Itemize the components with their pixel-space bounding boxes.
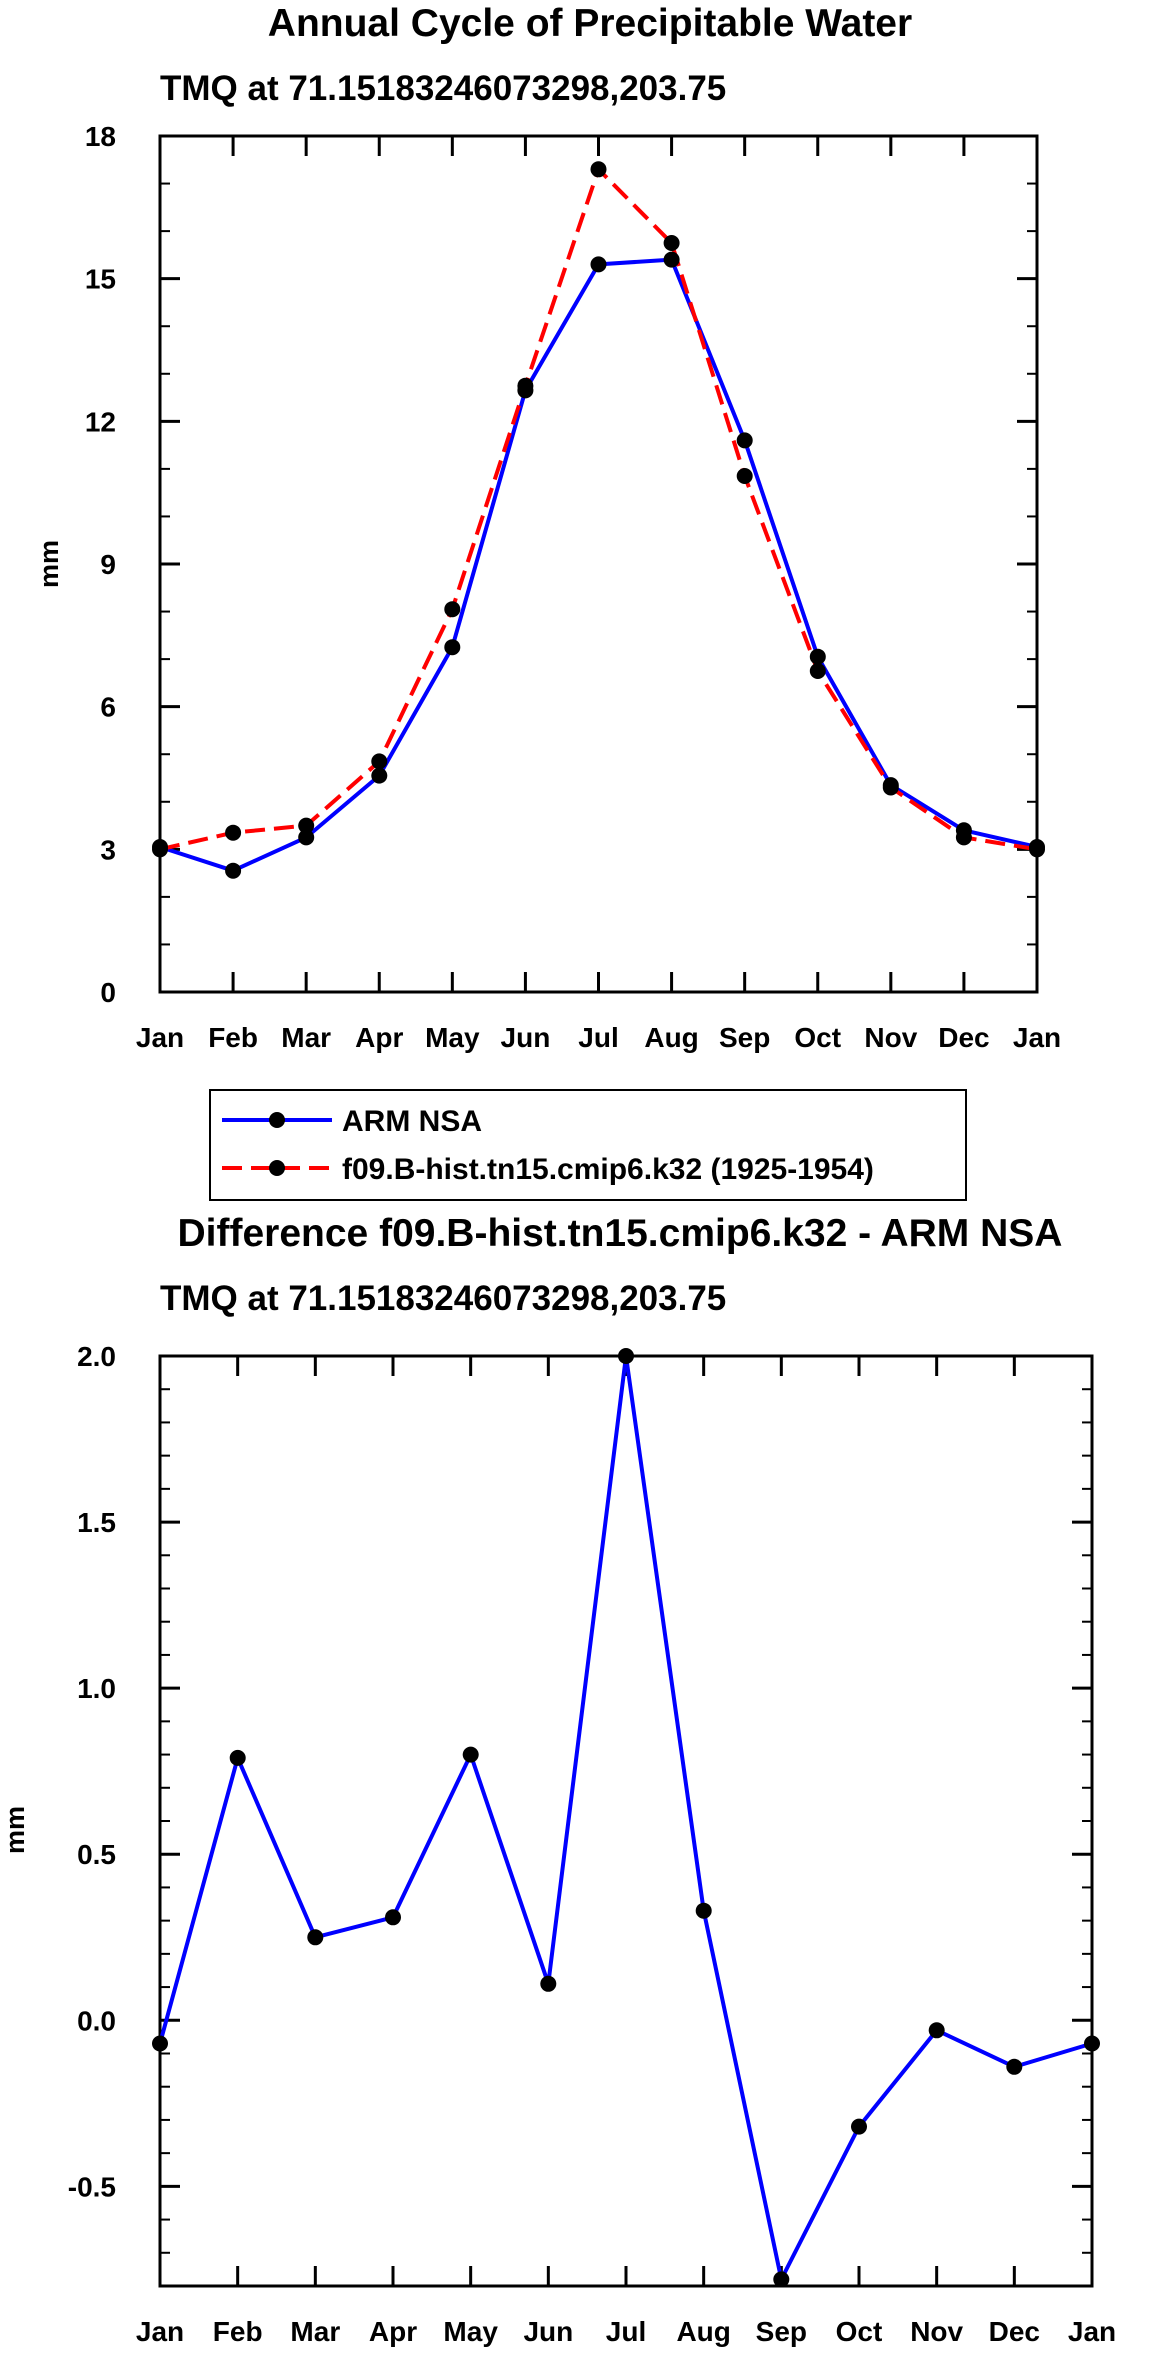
- top-chart-title: Annual Cycle of Precipitable Water: [268, 2, 912, 45]
- difference-chart-series-0-point: [851, 2118, 867, 2135]
- top-chart-series-1-point: [882, 779, 899, 796]
- difference-chart-xtick-label: Jul: [606, 2316, 646, 2347]
- difference-chart-xtick-label: May: [443, 2316, 498, 2347]
- top-chart-series-1-point: [517, 377, 534, 394]
- top-chart-xtick-label: Nov: [864, 1022, 917, 1053]
- top-chart-series-line-0: [159, 257, 1038, 873]
- top-chart-series-1-point: [444, 601, 461, 618]
- difference-chart-xtick-label: Feb: [213, 2316, 263, 2347]
- difference-chart-series-0-point: [152, 2035, 168, 2052]
- difference-chart-subtitle: TMQ at 71.15183246073298,203.75: [160, 1279, 726, 1318]
- difference-chart-series-0-point: [1006, 2058, 1023, 2075]
- top-chart-ytick-label: 15: [85, 264, 116, 295]
- legend-marker-arm-nsa: [269, 1112, 285, 1128]
- top-chart-xtick-label: Jun: [501, 1022, 551, 1053]
- difference-chart-series-0-point: [773, 2271, 790, 2288]
- difference-chart: Difference f09.B-hist.tn15.cmip6.k32 - A…: [0, 1212, 1116, 2347]
- difference-chart-ytick-label: 1.5: [77, 1507, 116, 1538]
- top-chart-series-1-point: [152, 841, 168, 858]
- top-chart-series-1-point: [225, 824, 242, 841]
- top-chart-series-0-point: [444, 639, 461, 656]
- top-chart-series: [152, 161, 1045, 879]
- legend-marker-model: [269, 1160, 285, 1176]
- top-chart-series-0-point: [736, 432, 753, 449]
- difference-chart-series-0-point: [1084, 2035, 1100, 2052]
- top-chart-ytick-label: 9: [100, 549, 116, 580]
- difference-chart-title: Difference f09.B-hist.tn15.cmip6.k32 - A…: [178, 1212, 1063, 1255]
- difference-chart-xtick-label: Oct: [836, 2316, 883, 2347]
- difference-chart-ticks: -0.5 0.0 0.5 1.0 1.5 2.0 Jan Feb Mar Apr May Jun Jul…: [68, 1341, 1116, 2347]
- difference-chart-ytick-label: 0.5: [77, 1839, 116, 1870]
- top-chart-series-1-point: [298, 817, 315, 834]
- difference-chart-xtick-label: Aug: [676, 2316, 730, 2347]
- legend-label-arm-nsa: ARM NSA: [342, 1105, 482, 1138]
- top-chart-series-1-point: [955, 829, 972, 846]
- difference-chart-ytick-label: 1.0: [77, 1673, 116, 1704]
- top-chart-subtitle: TMQ at 71.15183246073298,203.75: [160, 69, 726, 108]
- difference-chart-series: [152, 1348, 1100, 2288]
- difference-chart-xtick-label: Jan: [1068, 2316, 1116, 2347]
- top-chart-ytick-label: 12: [85, 406, 116, 437]
- top-chart-series-0-point: [663, 251, 680, 268]
- legend-label-model: f09.B-hist.tn15.cmip6.k32 (1925-1954): [342, 1153, 874, 1186]
- difference-chart-series-0-point: [618, 1348, 634, 1364]
- top-chart-ytick-label: 0: [100, 977, 116, 1008]
- difference-chart-series-0-point: [462, 1746, 479, 1763]
- top-chart-ytick-label: 6: [100, 692, 116, 723]
- legend-box: [209, 1089, 967, 1201]
- difference-chart-ytick-label: 0.0: [77, 2005, 116, 2036]
- top-chart-xtick-label: Dec: [938, 1022, 989, 1053]
- difference-chart-xtick-label: Jan: [136, 2316, 184, 2347]
- top-chart-xtick-label: May: [425, 1022, 480, 1053]
- top-chart-series-1-point: [663, 235, 680, 251]
- top-chart-series-0-point: [809, 648, 826, 665]
- difference-chart-xtick-label: Mar: [290, 2316, 340, 2347]
- difference-chart-xtick-label: Nov: [910, 2316, 963, 2347]
- top-chart-ylabel: mm: [34, 540, 64, 588]
- difference-chart-series-0-point: [229, 1749, 246, 1766]
- difference-chart-series-0-point: [385, 1909, 401, 1926]
- top-chart-series-1-point: [809, 663, 826, 679]
- top-chart-xtick-label: Feb: [208, 1022, 258, 1053]
- top-chart-series-0-point: [225, 862, 242, 879]
- top-chart-series-0-point: [298, 829, 315, 846]
- difference-chart-plot-frame: [158, 1354, 1094, 2288]
- legend: ARM NSA f09.B-hist.tn15.cmip6.k32 (1925-…: [209, 1089, 967, 1201]
- top-chart-ticks: 0 3 6 9 12 15 18 Jan Feb Mar Apr May Jun Jul Aug Sep Oct…: [85, 121, 1061, 1053]
- difference-chart-ylabel: mm: [0, 1806, 30, 1854]
- difference-chart-ytick-label: -0.5: [68, 2171, 116, 2202]
- top-chart-series-0-point: [590, 256, 607, 273]
- top-chart-xtick-label: Apr: [355, 1022, 403, 1053]
- top-chart: Annual Cycle of Precipitable Water TMQ a…: [34, 2, 1061, 1053]
- top-chart-xtick-label: Sep: [719, 1022, 770, 1053]
- top-chart-xtick-label: Jan: [136, 1022, 184, 1053]
- top-chart-series-1-point: [590, 161, 607, 178]
- difference-chart-xtick-label: Apr: [369, 2316, 417, 2347]
- difference-chart-xtick-label: Dec: [989, 2316, 1040, 2347]
- top-chart-series-1-point: [371, 753, 388, 770]
- difference-chart-series-line-0: [158, 1354, 1093, 2282]
- top-chart-series-0-point: [371, 767, 388, 784]
- top-chart-xtick-label: Aug: [644, 1022, 698, 1053]
- difference-chart-series-0-point: [695, 1902, 712, 1919]
- top-chart-xtick-label: Jan: [1013, 1022, 1061, 1053]
- top-chart-xtick-label: Jul: [578, 1022, 618, 1053]
- top-chart-xtick-label: Oct: [794, 1022, 841, 1053]
- top-chart-xtick-label: Mar: [281, 1022, 331, 1053]
- top-chart-series-1-point: [736, 468, 753, 484]
- top-chart-ytick-label: 3: [100, 834, 116, 865]
- difference-chart-xtick-label: Sep: [756, 2316, 807, 2347]
- difference-chart-series-0-point: [928, 2022, 945, 2039]
- difference-chart-series-0-point: [540, 1975, 557, 1992]
- difference-chart-ytick-label: 2.0: [77, 1341, 116, 1372]
- top-chart-ytick-label: 18: [85, 121, 116, 152]
- difference-chart-xtick-label: Jun: [523, 2316, 573, 2347]
- top-chart-series-1-point: [1029, 841, 1045, 858]
- difference-chart-series-0-point: [307, 1929, 324, 1946]
